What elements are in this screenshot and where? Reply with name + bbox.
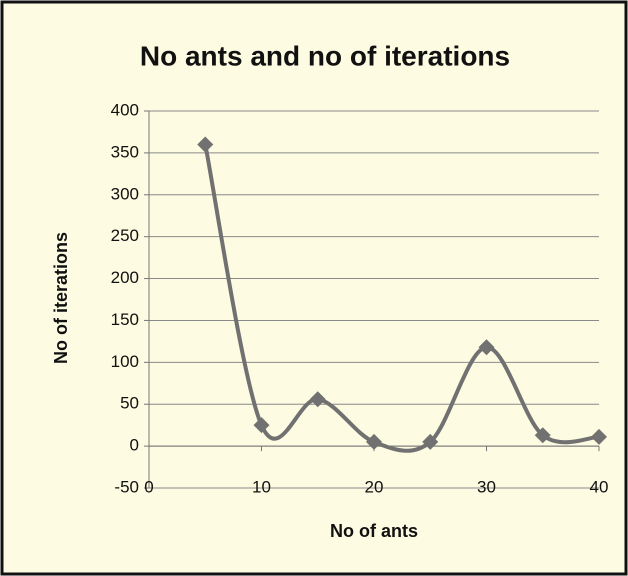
y-tick-label: 350 <box>111 142 139 161</box>
x-tick-label: 30 <box>477 477 496 496</box>
y-tick-label: 0 <box>130 436 139 455</box>
chart-title: No ants and no of iterations <box>140 40 510 71</box>
y-tick-label: 200 <box>111 268 139 287</box>
data-point <box>478 339 495 356</box>
x-tick-label: 40 <box>590 477 609 496</box>
y-tick-label: 50 <box>120 394 139 413</box>
data-line <box>203 144 600 453</box>
x-tick-label: 20 <box>365 477 384 496</box>
data-point <box>197 136 214 153</box>
y-tick-label: 100 <box>111 352 139 371</box>
y-tick-label: 250 <box>111 226 139 245</box>
y-tick-label: 300 <box>111 184 139 203</box>
data-point <box>253 417 270 434</box>
y-axis-label: No of iterations <box>51 232 71 364</box>
x-tick-label: 0 <box>144 477 153 496</box>
data-point <box>309 391 326 408</box>
y-tick-label: 400 <box>111 100 139 119</box>
y-tick-label: -50 <box>114 477 139 496</box>
y-tick-label: 150 <box>111 310 139 329</box>
data-point <box>422 433 439 450</box>
data-point <box>366 433 382 450</box>
data-point <box>591 428 607 445</box>
x-tick-label: 10 <box>252 477 271 496</box>
x-axis-label: No of ants <box>330 521 418 541</box>
data-point <box>534 427 551 444</box>
